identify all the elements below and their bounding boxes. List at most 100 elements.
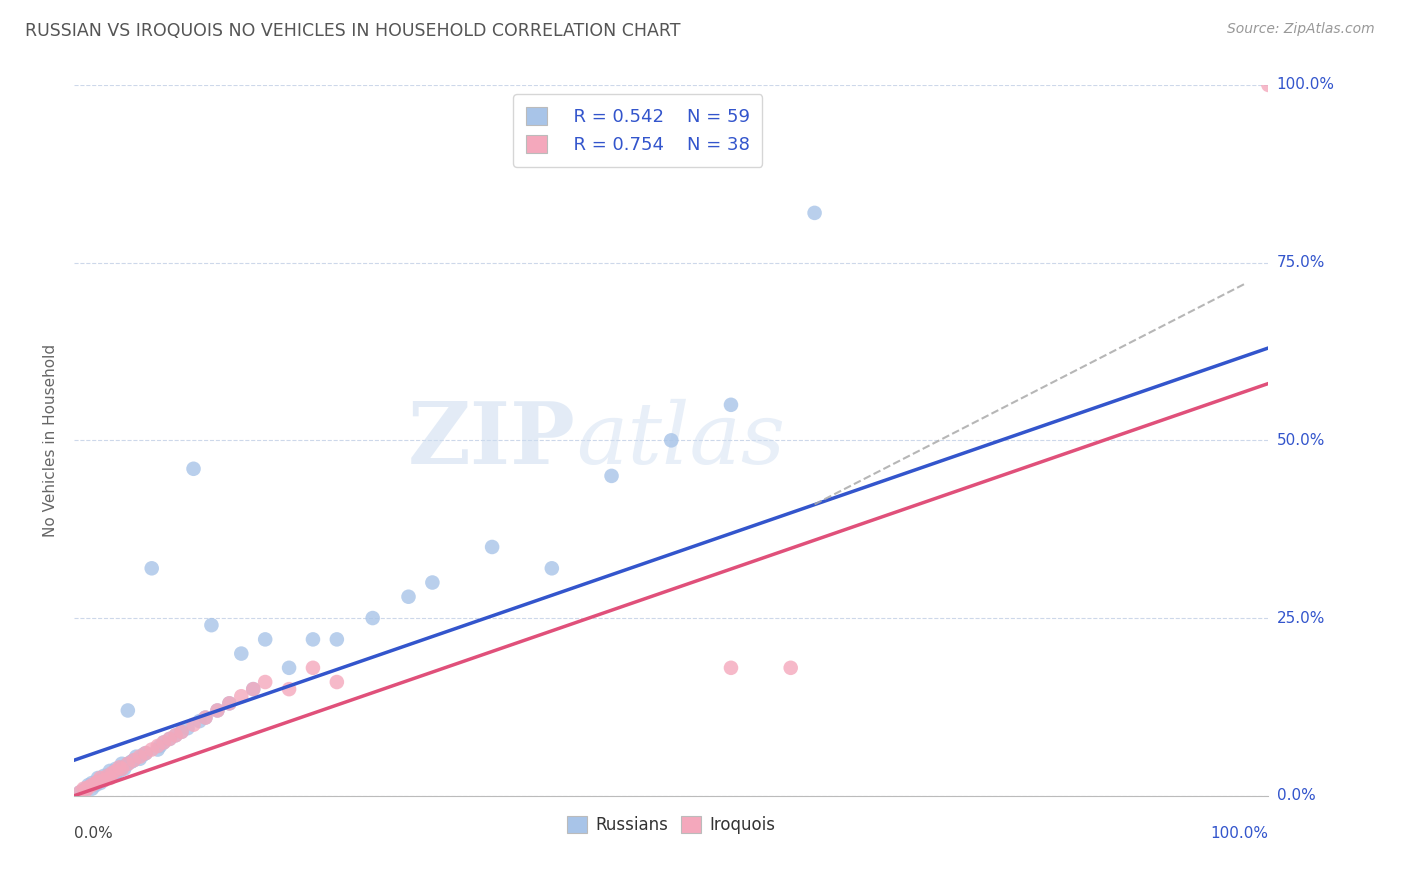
Point xyxy=(111,762,134,776)
Point xyxy=(141,561,163,575)
Point xyxy=(361,611,384,625)
Point xyxy=(111,756,134,771)
Point xyxy=(87,771,110,785)
Point xyxy=(104,762,127,776)
Point xyxy=(176,721,198,735)
Point xyxy=(146,739,169,753)
Point xyxy=(122,753,145,767)
Point xyxy=(149,739,172,753)
Point xyxy=(170,724,193,739)
Text: 0.0%: 0.0% xyxy=(1277,789,1316,804)
Point xyxy=(165,728,187,742)
Point xyxy=(101,766,124,780)
Point xyxy=(231,647,253,661)
Point xyxy=(104,764,127,778)
Point xyxy=(152,735,174,749)
Point xyxy=(125,749,148,764)
Point xyxy=(165,728,187,742)
Point xyxy=(398,590,420,604)
Point xyxy=(207,703,229,717)
Point xyxy=(194,710,217,724)
Point xyxy=(98,771,121,785)
Point xyxy=(600,469,623,483)
Point xyxy=(75,781,97,796)
Point xyxy=(80,776,103,790)
Point xyxy=(159,731,181,746)
Point xyxy=(200,618,222,632)
Point xyxy=(84,776,107,790)
Text: RUSSIAN VS IROQUOIS NO VEHICLES IN HOUSEHOLD CORRELATION CHART: RUSSIAN VS IROQUOIS NO VEHICLES IN HOUSE… xyxy=(25,22,681,40)
Text: 100.0%: 100.0% xyxy=(1277,78,1334,93)
Point xyxy=(152,735,174,749)
Point xyxy=(128,752,150,766)
Y-axis label: No Vehicles in Household: No Vehicles in Household xyxy=(44,343,58,537)
Point xyxy=(254,675,277,690)
Point xyxy=(120,755,142,769)
Point xyxy=(69,785,91,799)
Point xyxy=(89,771,111,785)
Point xyxy=(183,717,205,731)
Point xyxy=(104,766,127,780)
Point xyxy=(72,783,94,797)
Point xyxy=(77,780,100,795)
Text: 0.0%: 0.0% xyxy=(75,826,112,841)
Point xyxy=(218,697,240,711)
Point xyxy=(1257,78,1279,92)
Point xyxy=(128,749,150,764)
Point xyxy=(803,206,825,220)
Point xyxy=(98,764,121,778)
Legend: Russians, Iroquois: Russians, Iroquois xyxy=(560,809,782,841)
Point xyxy=(108,764,131,778)
Point xyxy=(87,774,110,789)
Point xyxy=(720,661,742,675)
Point xyxy=(93,769,115,783)
Point xyxy=(278,661,301,675)
Point xyxy=(779,661,801,675)
Point xyxy=(96,771,118,785)
Point xyxy=(122,753,145,767)
Point xyxy=(326,632,349,647)
Point xyxy=(422,575,444,590)
Point xyxy=(101,769,124,783)
Point xyxy=(278,682,301,697)
Point xyxy=(146,742,169,756)
Point xyxy=(194,710,217,724)
Point xyxy=(242,682,264,697)
Point xyxy=(89,776,111,790)
Point xyxy=(141,742,163,756)
Text: ZIP: ZIP xyxy=(408,399,575,483)
Point xyxy=(540,561,562,575)
Text: 25.0%: 25.0% xyxy=(1277,610,1324,625)
Point xyxy=(135,746,157,760)
Text: 100.0%: 100.0% xyxy=(1211,826,1268,841)
Point xyxy=(231,690,253,704)
Point xyxy=(242,682,264,697)
Point xyxy=(188,714,211,728)
Point xyxy=(112,762,135,776)
Point xyxy=(117,703,139,717)
Point xyxy=(69,785,91,799)
Point xyxy=(117,756,139,771)
Point xyxy=(135,746,157,760)
Point xyxy=(159,731,181,746)
Point xyxy=(117,756,139,771)
Point xyxy=(218,697,240,711)
Point xyxy=(108,760,131,774)
Point xyxy=(659,434,682,448)
Text: 75.0%: 75.0% xyxy=(1277,255,1324,270)
Point xyxy=(75,783,97,797)
Point xyxy=(77,778,100,792)
Point xyxy=(326,675,349,690)
Point xyxy=(84,778,107,792)
Point xyxy=(302,661,325,675)
Point xyxy=(302,632,325,647)
Point xyxy=(80,781,103,796)
Point xyxy=(132,747,155,762)
Point xyxy=(183,462,205,476)
Point xyxy=(87,774,110,789)
Point xyxy=(481,540,503,554)
Point xyxy=(111,760,134,774)
Point xyxy=(254,632,277,647)
Text: Source: ZipAtlas.com: Source: ZipAtlas.com xyxy=(1227,22,1375,37)
Point xyxy=(72,781,94,796)
